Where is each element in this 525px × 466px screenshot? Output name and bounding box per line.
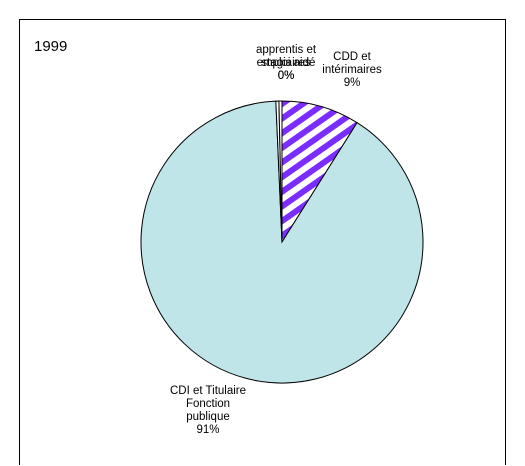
slice-label-cdd: CDD et intérimaires 9% xyxy=(322,51,382,89)
slice-label-line: emploi aidé xyxy=(257,57,316,69)
pie-labels: CDD et intérimaires 9% CDI et Titulaire Fonc… xyxy=(170,44,382,436)
slice-label-emploi_aide: emploi aidé 0% xyxy=(257,57,316,82)
slice-value-cdd: 9% xyxy=(344,77,361,89)
slice-value-apprentis: 0% xyxy=(278,70,295,82)
slice-label-line: stagiaires xyxy=(261,57,310,69)
pie-slice-emploi_aide xyxy=(278,100,283,243)
slice-label-apprentis: apprentis et stagiaires 0% xyxy=(256,44,317,82)
chart-title: 1999 xyxy=(34,38,68,55)
slice-label-line: intérimaires xyxy=(322,64,382,76)
slice-label-line: Fonction xyxy=(186,398,230,410)
slice-label-line: CDI et Titulaire xyxy=(170,385,246,397)
pie-chart: CDD et intérimaires 9% CDI et Titulaire Fonc… xyxy=(140,44,424,436)
pie-slices xyxy=(140,100,424,384)
slice-label-line: CDD et xyxy=(333,51,372,63)
slice-label-line: publique xyxy=(186,411,229,423)
pie-slice-cdd xyxy=(281,100,358,244)
pie-slice-cdi xyxy=(140,100,424,384)
slice-label-line: apprentis et xyxy=(256,44,317,56)
slice-value-emploi_aide: 0% xyxy=(278,70,295,82)
chart-frame: 1999 CDD et intérimaires 9% CDI et Titulair… xyxy=(19,19,506,465)
slice-value-cdi: 91% xyxy=(196,424,219,436)
slice-label-cdi: CDI et Titulaire Fonction publique 91% xyxy=(170,385,246,436)
